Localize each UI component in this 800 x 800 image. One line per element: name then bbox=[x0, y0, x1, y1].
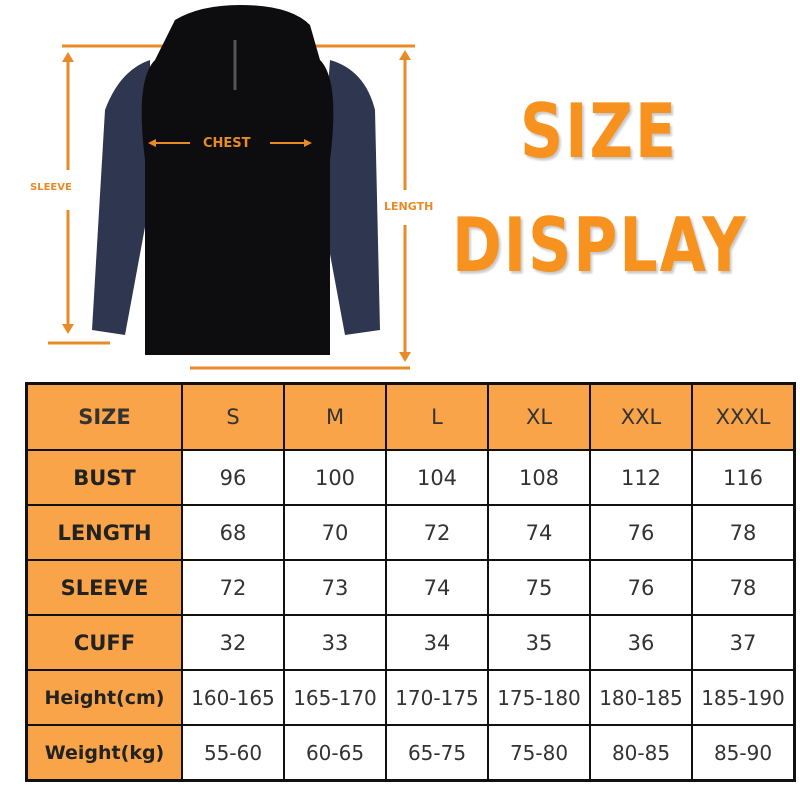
title-display: DISPLAY bbox=[452, 202, 748, 290]
table-cell: 35 bbox=[487, 614, 591, 671]
table-cell: 180-185 bbox=[589, 669, 693, 726]
table-cell: 73 bbox=[283, 559, 387, 616]
table-cell: 175-180 bbox=[487, 669, 591, 726]
table-row: CUFF 32 33 34 35 36 37 bbox=[25, 614, 796, 671]
table-row: Weight(kg) 55-60 60-65 65-75 75-80 80-85 85-90 bbox=[25, 724, 796, 782]
table-cell: 70 bbox=[283, 504, 387, 561]
row-label: SLEEVE bbox=[25, 559, 183, 616]
table-cell: 80-85 bbox=[589, 724, 693, 782]
header-cell: L bbox=[385, 382, 489, 451]
header-cell: SIZE bbox=[25, 382, 183, 451]
table-cell: 185-190 bbox=[691, 669, 796, 726]
title-size: SIZE bbox=[520, 88, 679, 176]
table-cell: 85-90 bbox=[691, 724, 796, 782]
table-cell: 74 bbox=[487, 504, 591, 561]
table-cell: 170-175 bbox=[385, 669, 489, 726]
table-cell: 72 bbox=[181, 559, 285, 616]
table-cell: 100 bbox=[283, 449, 387, 506]
table-cell: 76 bbox=[589, 559, 693, 616]
table-row: LENGTH 68 70 72 74 76 78 bbox=[25, 504, 796, 561]
shirt-illustration bbox=[48, 5, 415, 370]
row-label: Weight(kg) bbox=[25, 724, 183, 782]
table-cell: 108 bbox=[487, 449, 591, 506]
table-cell: 116 bbox=[691, 449, 796, 506]
chest-label: CHEST bbox=[203, 136, 251, 151]
header-cell: M bbox=[283, 382, 387, 451]
table-cell: 32 bbox=[181, 614, 285, 671]
header-cell: XXL bbox=[589, 382, 693, 451]
table-cell: 75-80 bbox=[487, 724, 591, 782]
sleeve-label: SLEEVE bbox=[30, 182, 72, 193]
row-label: Height(cm) bbox=[25, 669, 183, 726]
header-cell: XL bbox=[487, 382, 591, 451]
table-cell: 160-165 bbox=[181, 669, 285, 726]
table-cell: 33 bbox=[283, 614, 387, 671]
table-cell: 74 bbox=[385, 559, 489, 616]
table-cell: 96 bbox=[181, 449, 285, 506]
table-cell: 72 bbox=[385, 504, 489, 561]
table-cell: 68 bbox=[181, 504, 285, 561]
table-cell: 78 bbox=[691, 504, 796, 561]
row-label: LENGTH bbox=[25, 504, 183, 561]
table-row: Height(cm) 160-165 165-170 170-175 175-180 18… bbox=[25, 669, 796, 726]
table-row: BUST 96 100 104 108 112 116 bbox=[25, 449, 796, 506]
table-cell: 112 bbox=[589, 449, 693, 506]
shirt-body bbox=[141, 5, 334, 355]
table-cell: 60-65 bbox=[283, 724, 387, 782]
header-cell: XXXL bbox=[691, 382, 796, 451]
header-cell: S bbox=[181, 382, 285, 451]
table-cell: 165-170 bbox=[283, 669, 387, 726]
table-header-row: SIZE S M L XL XXL XXXL bbox=[25, 382, 796, 451]
table-cell: 37 bbox=[691, 614, 796, 671]
table-cell: 36 bbox=[589, 614, 693, 671]
table-cell: 65-75 bbox=[385, 724, 489, 782]
table-cell: 76 bbox=[589, 504, 693, 561]
row-label: BUST bbox=[25, 449, 183, 506]
table-cell: 34 bbox=[385, 614, 489, 671]
table-cell: 75 bbox=[487, 559, 591, 616]
table-row: SLEEVE 72 73 74 75 76 78 bbox=[25, 559, 796, 616]
table-cell: 55-60 bbox=[181, 724, 285, 782]
length-label: LENGTH bbox=[384, 200, 434, 213]
table-cell: 78 bbox=[691, 559, 796, 616]
size-chart-table: SIZE S M L XL XXL XXXL BUST 96 100 104 108 11… bbox=[25, 382, 796, 782]
row-label: CUFF bbox=[25, 614, 183, 671]
table-cell: 104 bbox=[385, 449, 489, 506]
